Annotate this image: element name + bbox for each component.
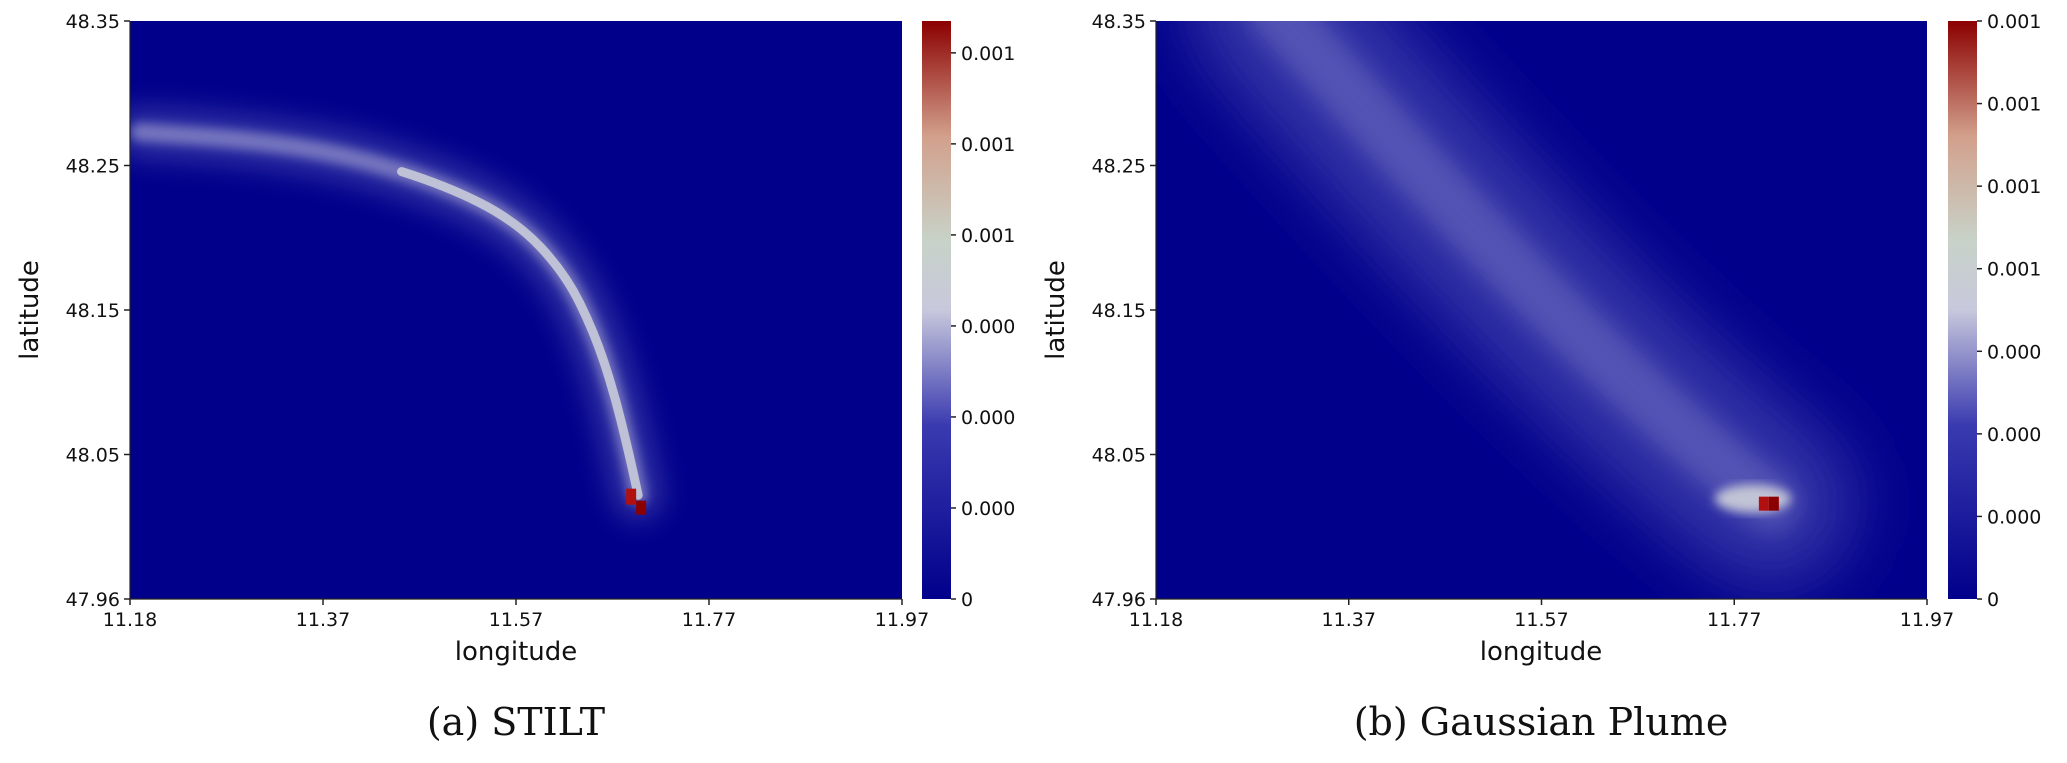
caption: (b) Gaussian Plume — [1354, 700, 1729, 744]
colorbar-tick-label: 0.000 — [1987, 341, 2041, 363]
colorbar — [922, 21, 951, 599]
colorbar-tick-label: 0.001 — [961, 225, 1015, 247]
x-tick-label: 11.97 — [1900, 609, 1954, 631]
y-tick-label: 48.35 — [1092, 11, 1146, 33]
heatmap-field — [130, 107, 664, 521]
x-axis-label: longitude — [455, 637, 578, 667]
x-tick-label: 11.57 — [489, 609, 543, 631]
colorbar-tick-label: 0 — [1987, 589, 1999, 611]
colorbar-tick-label: 0.000 — [961, 316, 1015, 338]
y-tick-label: 48.15 — [1092, 300, 1146, 322]
x-tick-label: 11.57 — [1514, 609, 1568, 631]
y-axis-label: latitude — [15, 260, 45, 360]
x-axis-label: longitude — [1480, 637, 1603, 667]
x-tick-label: 11.37 — [1322, 609, 1376, 631]
colorbar-tick-label: 0.001 — [961, 43, 1015, 65]
colorbar-tick-label: 0.001 — [1987, 94, 2041, 116]
y-tick-label: 48.05 — [1092, 445, 1146, 467]
heatmap-field — [1190, 21, 1856, 588]
colorbar-tick-label: 0.001 — [961, 134, 1015, 156]
colorbar-tick-label: 0.001 — [1987, 176, 2041, 198]
colorbar-tick-label: 0.000 — [961, 498, 1015, 520]
source-cell — [1758, 496, 1769, 511]
colorbar-tick-label: 0.000 — [961, 407, 1015, 429]
y-tick-label: 48.05 — [66, 445, 120, 467]
y-tick-label: 48.35 — [66, 11, 120, 33]
colorbar-tick-label: 0.001 — [1987, 11, 2041, 33]
colorbar — [1948, 21, 1977, 599]
x-tick-label: 11.18 — [1129, 609, 1183, 631]
y-tick-label: 47.96 — [1092, 589, 1146, 611]
colorbar-ticks: 0.001 0.001 0.001 0.000 0.000 0.000 0 — [951, 43, 1015, 611]
x-tick-label: 11.18 — [103, 609, 157, 631]
colorbar-ticks: 0.001 0.001 0.001 0.001 0.000 0.000 0.000 0 — [1977, 11, 2041, 611]
axes: 11.18 11.37 11.57 11.77 11.97 48.35 48.25 48.15… — [66, 11, 930, 631]
colorbar-tick-label: 0.000 — [1987, 506, 2041, 528]
y-tick-label: 48.25 — [1092, 156, 1146, 178]
colorbar-tick-label: 0.000 — [1987, 424, 2041, 446]
panel-stilt: 11.18 11.37 11.57 11.77 11.97 48.35 48.25 48.15… — [15, 11, 1015, 744]
panel-gaussian-plume: 11.18 11.37 11.57 11.77 11.97 48.35 48.25 48.15… — [1041, 11, 2041, 744]
colorbar-tick-label: 0.001 — [1987, 259, 2041, 281]
y-axis-label: latitude — [1041, 260, 1071, 360]
plume-core — [1714, 484, 1791, 513]
source-cell — [626, 488, 637, 505]
axes: 11.18 11.37 11.57 11.77 11.97 48.35 48.25 48.15… — [1092, 11, 1955, 631]
x-tick-label: 11.97 — [875, 609, 929, 631]
x-tick-label: 11.77 — [1707, 609, 1761, 631]
plume-core — [135, 127, 643, 500]
plume-body — [1250, 21, 1799, 531]
source-cell — [636, 500, 647, 515]
y-tick-label: 47.96 — [66, 589, 120, 611]
x-tick-label: 11.77 — [682, 609, 736, 631]
caption: (a) STILT — [427, 700, 605, 744]
source-cell — [1768, 496, 1779, 511]
y-tick-label: 48.25 — [66, 156, 120, 178]
heatmap-background — [130, 21, 902, 599]
colorbar-tick-label: 0 — [961, 589, 973, 611]
y-tick-label: 48.15 — [66, 300, 120, 322]
x-tick-label: 11.37 — [296, 609, 350, 631]
